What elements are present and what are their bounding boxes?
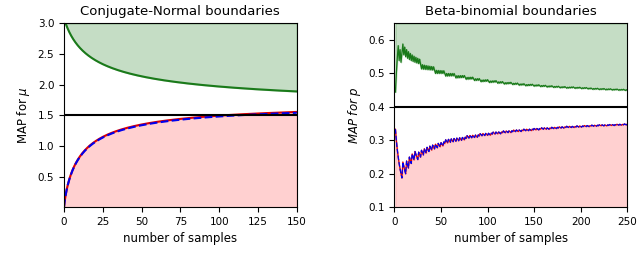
Y-axis label: MAP for $p$: MAP for $p$	[346, 86, 363, 144]
Title: Beta-binomial boundaries: Beta-binomial boundaries	[425, 5, 596, 18]
Y-axis label: MAP for $\mu$: MAP for $\mu$	[15, 86, 32, 144]
Title: Conjugate-Normal boundaries: Conjugate-Normal boundaries	[81, 5, 280, 18]
X-axis label: number of samples: number of samples	[124, 233, 237, 246]
X-axis label: number of samples: number of samples	[454, 233, 568, 246]
